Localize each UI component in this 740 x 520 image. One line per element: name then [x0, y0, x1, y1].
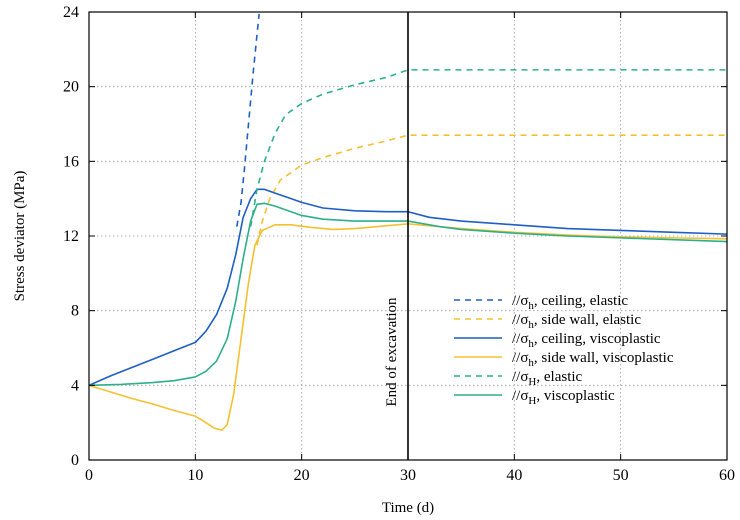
legend-label-suffix: , side wall, viscoplastic	[534, 350, 674, 366]
series-line-5	[88, 202, 728, 387]
y-tick-label: 16	[63, 153, 79, 170]
y-tick-label: 20	[63, 79, 79, 96]
series-line-0	[236, 13, 260, 227]
x-tick-label: 60	[719, 467, 735, 484]
x-axis-label: Time (d)	[382, 500, 434, 516]
series-line-2	[88, 188, 728, 387]
x-tick-label: 10	[187, 467, 203, 484]
ticks-group: 0 10 20 30 40 50 60 0 4 8 12 16 20 24	[63, 4, 735, 484]
legend-label-3: //σh, side wall, viscoplastic	[512, 350, 674, 369]
annotations-group: End of excavation	[384, 12, 409, 460]
x-tick-label: 20	[294, 467, 310, 484]
y-tick-label: 4	[71, 377, 79, 394]
legend-label-suffix: , viscoplastic	[536, 388, 615, 404]
y-axis-label: Stress deviator (MPa)	[12, 171, 28, 302]
legend-label-subscript: h	[528, 338, 534, 350]
legend-label-5: //σH, viscoplastic	[512, 388, 615, 407]
series-group	[88, 13, 728, 431]
legend-label-suffix: , side wall, elastic	[534, 312, 641, 328]
legend-label-subscript: h	[528, 357, 534, 369]
legend-label-prefix: //σ	[512, 331, 528, 347]
x-tick-label: 40	[506, 467, 522, 484]
x-tick-label: 50	[613, 467, 629, 484]
legend-label-subscript: h	[528, 300, 534, 312]
legend-label-1: //σh, side wall, elastic	[512, 312, 641, 331]
y-tick-label: 0	[71, 452, 79, 469]
legend-label-suffix: , elastic	[536, 369, 582, 385]
y-tick-label: 8	[71, 303, 79, 320]
x-tick-label: 30	[400, 467, 416, 484]
legend-label-prefix: //σ	[512, 369, 528, 385]
y-tick-label: 12	[63, 228, 79, 245]
legend: //σh, ceiling, elastic//σh, side wall, e…	[454, 293, 674, 407]
series-line-3	[88, 223, 728, 431]
legend-label-suffix: , ceiling, elastic	[534, 293, 628, 309]
legend-label-prefix: //σ	[512, 388, 528, 404]
legend-label-prefix: //σ	[512, 312, 528, 328]
series-line-4	[249, 69, 727, 227]
legend-label-subscript: H	[528, 395, 536, 407]
legend-label-prefix: //σ	[512, 350, 528, 366]
y-tick-label: 24	[63, 4, 79, 21]
legend-label-subscript: h	[528, 319, 534, 331]
legend-label-2: //σh, ceiling, viscoplastic	[512, 331, 661, 350]
legend-label-suffix: , ceiling, viscoplastic	[534, 331, 661, 347]
x-tick-label: 0	[85, 467, 93, 484]
end-of-excavation-label: End of excavation	[384, 297, 400, 407]
legend-label-prefix: //σ	[512, 293, 528, 309]
legend-label-4: //σH, elastic	[512, 369, 583, 388]
legend-label-0: //σh, ceiling, elastic	[512, 293, 628, 312]
legend-label-subscript: H	[528, 376, 536, 388]
